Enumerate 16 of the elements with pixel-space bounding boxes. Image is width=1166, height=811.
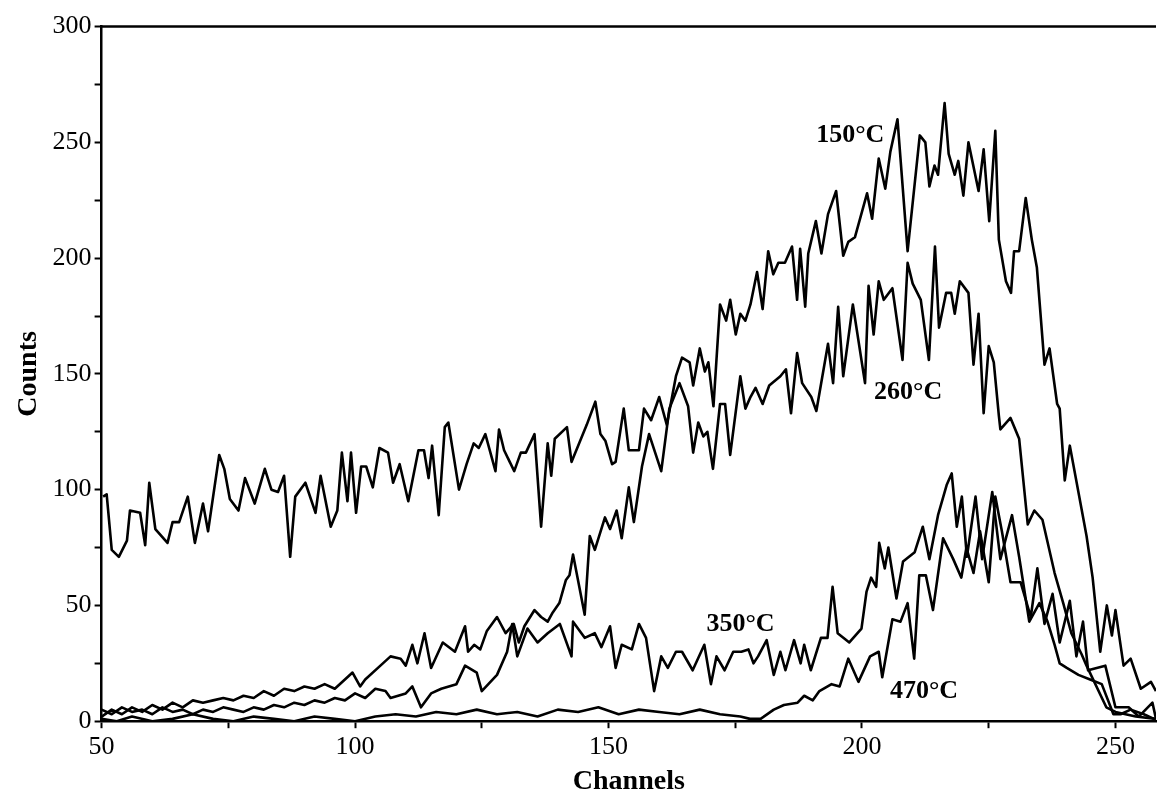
x-tick-label: 250	[1095, 730, 1135, 760]
x-tick-label: 200	[842, 730, 882, 760]
x-axis-title: Channels	[572, 764, 685, 796]
y-tick-label: 100	[52, 473, 92, 503]
series-label: 470°C	[889, 675, 959, 705]
y-tick-label: 150	[52, 357, 92, 387]
series-label: 150°C	[816, 119, 885, 149]
series-label: 350°C	[706, 607, 775, 637]
y-tick-label: 200	[52, 241, 92, 271]
x-tick-label: 100	[335, 730, 375, 760]
y-axis-title: Counts	[11, 331, 43, 417]
y-tick-label: 250	[52, 126, 92, 156]
x-tick-label: 150	[589, 730, 629, 760]
y-tick-label: 300	[52, 10, 92, 40]
series-label: 260°C	[874, 376, 943, 406]
y-tick-label: 50	[65, 589, 92, 619]
